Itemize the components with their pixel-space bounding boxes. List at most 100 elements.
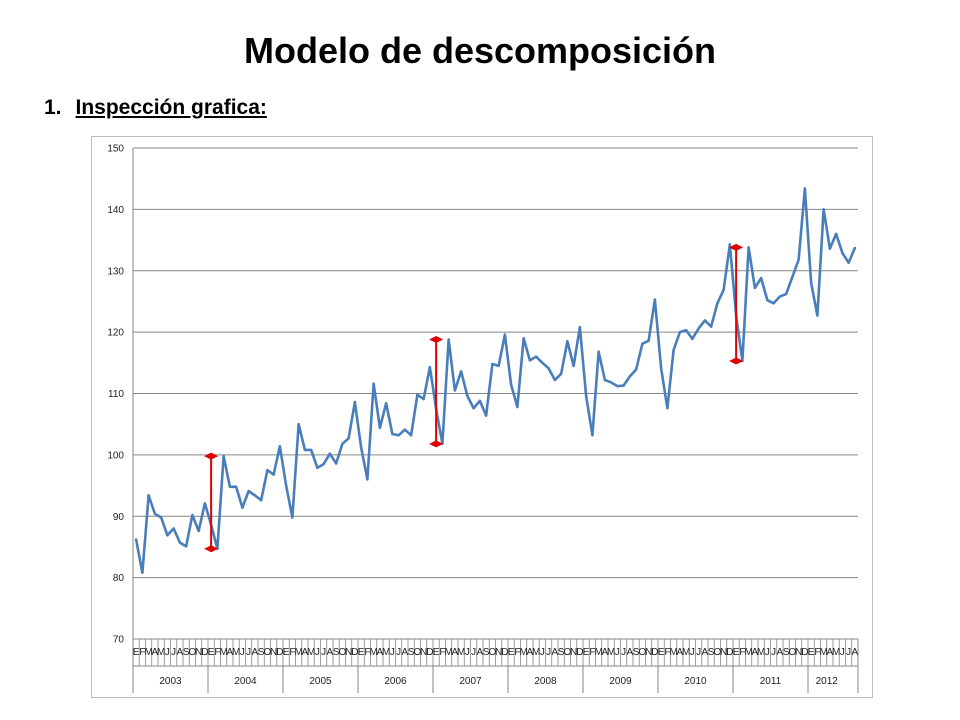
data-point (591, 434, 594, 437)
data-point (178, 541, 182, 544)
data-point (534, 355, 538, 358)
data-point (834, 232, 838, 236)
data-point (397, 434, 400, 437)
data-point (459, 370, 463, 373)
month-tick-label: A (302, 647, 309, 658)
month-tick-label: M (832, 647, 840, 658)
range-arrow-head-top (429, 335, 444, 343)
year-tick-label: 2003 (159, 676, 182, 687)
data-point (284, 484, 288, 487)
month-tick-label: M (457, 647, 465, 658)
month-tick-label: M (532, 647, 540, 658)
month-tick-label: A (327, 647, 334, 658)
month-tick-label: J (165, 647, 170, 658)
data-point (416, 393, 419, 396)
data-point (528, 359, 532, 362)
month-tick-label: J (696, 647, 701, 658)
month-tick-label: S (783, 647, 790, 658)
month-tick-label: E (733, 647, 740, 658)
data-point (234, 485, 238, 488)
data-point (647, 339, 650, 342)
month-tick-label: S (708, 647, 715, 658)
month-tick-label: D (726, 647, 733, 658)
month-tick-label: J (465, 647, 470, 658)
series-line (134, 187, 857, 575)
data-point (134, 538, 138, 541)
data-point (616, 384, 619, 388)
month-tick-label: M (219, 647, 227, 658)
month-tick-label: A (677, 647, 684, 658)
month-tick-label: S (408, 647, 415, 658)
month-tick-label: A (177, 647, 184, 658)
month-tick-label: S (333, 647, 340, 658)
year-tick-label: 2012 (816, 676, 839, 687)
data-point (584, 394, 588, 398)
data-point (691, 337, 694, 341)
data-point (509, 383, 513, 387)
data-point (272, 473, 275, 476)
month-tick-label: F (664, 647, 670, 658)
y-tick-label: 100 (107, 450, 124, 461)
month-tick-label: S (483, 647, 490, 658)
data-point (628, 375, 632, 378)
data-point (241, 506, 244, 509)
data-point (316, 466, 319, 469)
month-tick-label: N (645, 647, 652, 658)
month-tick-label: S (258, 647, 265, 658)
y-tick-label: 90 (113, 512, 125, 523)
month-tick-label: N (795, 647, 802, 658)
data-point (453, 389, 457, 392)
month-tick-label: M (594, 647, 602, 658)
data-point (428, 365, 432, 369)
data-point (797, 258, 800, 261)
data-point (278, 445, 282, 448)
month-tick-label: D (576, 647, 583, 658)
data-point (322, 462, 325, 466)
data-point (328, 452, 332, 455)
month-tick-label: A (602, 647, 609, 658)
month-tick-label: F (589, 647, 595, 658)
data-point (759, 276, 763, 280)
data-point (259, 499, 263, 502)
month-tick-label: N (570, 647, 577, 658)
data-point (503, 333, 507, 336)
data-point (828, 247, 832, 250)
year-tick-label: 2005 (309, 676, 332, 687)
month-tick-label: F (139, 647, 145, 658)
data-point (772, 302, 775, 305)
month-tick-label: O (338, 647, 346, 658)
data-point (716, 302, 719, 305)
month-tick-label: N (720, 647, 727, 658)
data-point (541, 361, 544, 365)
data-point (566, 340, 569, 343)
month-tick-label: O (713, 647, 721, 658)
y-tick-label: 140 (107, 205, 124, 216)
data-point (172, 527, 175, 530)
data-point (709, 325, 713, 328)
month-tick-label: M (307, 647, 315, 658)
data-point (803, 187, 807, 190)
year-tick-label: 2008 (534, 676, 557, 687)
month-tick-label: M (757, 647, 765, 658)
month-tick-label: J (246, 647, 251, 658)
data-point (722, 288, 725, 291)
month-tick-label: J (690, 647, 695, 658)
month-tick-label: F (289, 647, 295, 658)
data-point (684, 329, 688, 332)
month-tick-label: E (508, 647, 515, 658)
month-tick-label: O (188, 647, 196, 658)
data-point (659, 367, 663, 370)
data-point (359, 446, 363, 449)
month-tick-label: J (315, 647, 320, 658)
month-tick-label: A (552, 647, 559, 658)
data-point (678, 330, 682, 334)
data-point (166, 534, 169, 537)
month-tick-label: M (744, 647, 752, 658)
data-point (347, 437, 350, 440)
month-tick-label: O (413, 647, 421, 658)
data-point (366, 478, 369, 481)
month-tick-label: M (819, 647, 827, 658)
range-arrow-head-bottom (429, 440, 444, 448)
data-point (266, 469, 269, 472)
month-tick-label: M (519, 647, 527, 658)
